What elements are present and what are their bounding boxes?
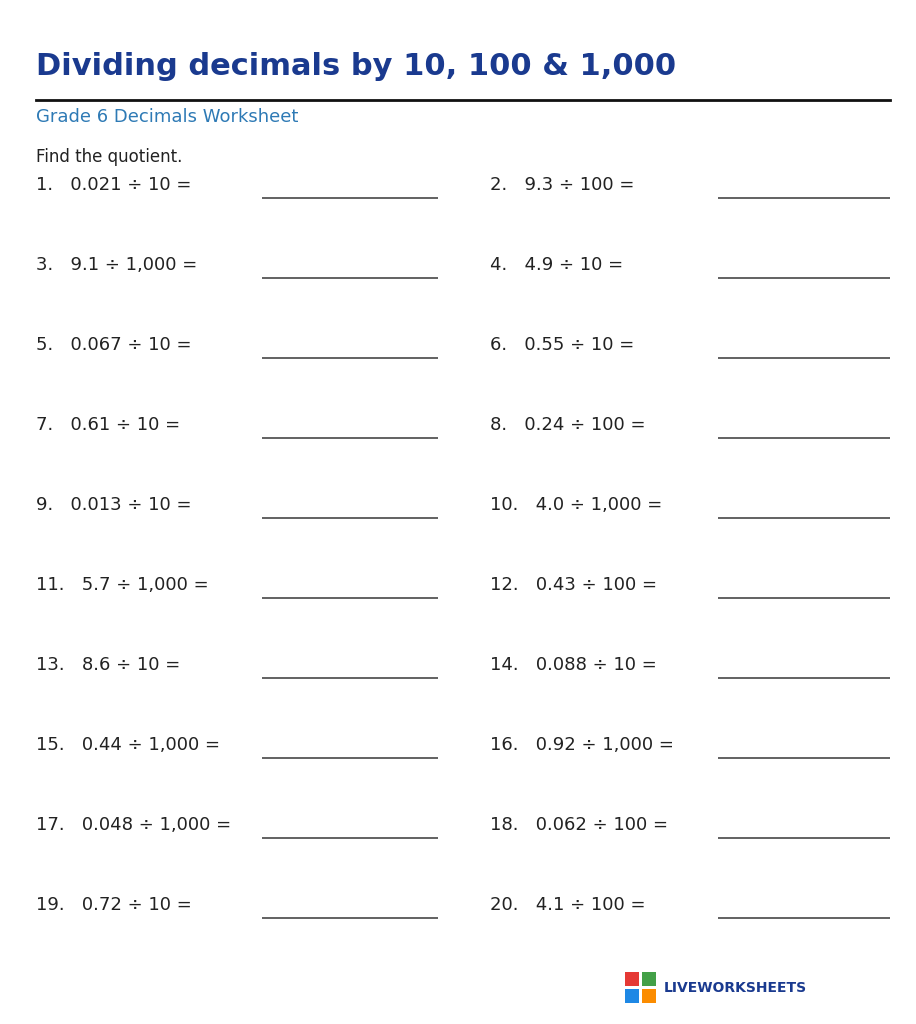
Text: 13.   8.6 ÷ 10 =: 13. 8.6 ÷ 10 =: [36, 656, 180, 674]
Text: 16.   0.92 ÷ 1,000 =: 16. 0.92 ÷ 1,000 =: [490, 736, 674, 754]
Text: 3.   9.1 ÷ 1,000 =: 3. 9.1 ÷ 1,000 =: [36, 256, 197, 274]
Text: 2.   9.3 ÷ 100 =: 2. 9.3 ÷ 100 =: [490, 176, 635, 194]
Bar: [642, 972, 656, 986]
Bar: [625, 989, 639, 1002]
Text: 9.   0.013 ÷ 10 =: 9. 0.013 ÷ 10 =: [36, 496, 191, 514]
Text: Find the quotient.: Find the quotient.: [36, 148, 182, 166]
Text: 12.   0.43 ÷ 100 =: 12. 0.43 ÷ 100 =: [490, 575, 657, 594]
Text: 10.   4.0 ÷ 1,000 =: 10. 4.0 ÷ 1,000 =: [490, 496, 662, 514]
Text: 17.   0.048 ÷ 1,000 =: 17. 0.048 ÷ 1,000 =: [36, 816, 231, 834]
Text: 15.   0.44 ÷ 1,000 =: 15. 0.44 ÷ 1,000 =: [36, 736, 220, 754]
Text: 18.   0.062 ÷ 100 =: 18. 0.062 ÷ 100 =: [490, 816, 668, 834]
Text: 6.   0.55 ÷ 10 =: 6. 0.55 ÷ 10 =: [490, 336, 634, 354]
Text: 8.   0.24 ÷ 100 =: 8. 0.24 ÷ 100 =: [490, 416, 646, 434]
Text: 19.   0.72 ÷ 10 =: 19. 0.72 ÷ 10 =: [36, 896, 191, 914]
Text: Grade 6 Decimals Worksheet: Grade 6 Decimals Worksheet: [36, 108, 299, 126]
Bar: [625, 972, 639, 986]
Text: LIVEWORKSHEETS: LIVEWORKSHEETS: [664, 981, 807, 994]
Text: 4.   4.9 ÷ 10 =: 4. 4.9 ÷ 10 =: [490, 256, 623, 274]
Text: 1.   0.021 ÷ 10 =: 1. 0.021 ÷ 10 =: [36, 176, 191, 194]
Bar: [642, 989, 656, 1002]
Text: 14.   0.088 ÷ 10 =: 14. 0.088 ÷ 10 =: [490, 656, 657, 674]
Text: Dividing decimals by 10, 100 & 1,000: Dividing decimals by 10, 100 & 1,000: [36, 52, 676, 81]
Text: 7.   0.61 ÷ 10 =: 7. 0.61 ÷ 10 =: [36, 416, 180, 434]
Text: 5.   0.067 ÷ 10 =: 5. 0.067 ÷ 10 =: [36, 336, 191, 354]
Text: 20.   4.1 ÷ 100 =: 20. 4.1 ÷ 100 =: [490, 896, 646, 914]
Text: 11.   5.7 ÷ 1,000 =: 11. 5.7 ÷ 1,000 =: [36, 575, 209, 594]
